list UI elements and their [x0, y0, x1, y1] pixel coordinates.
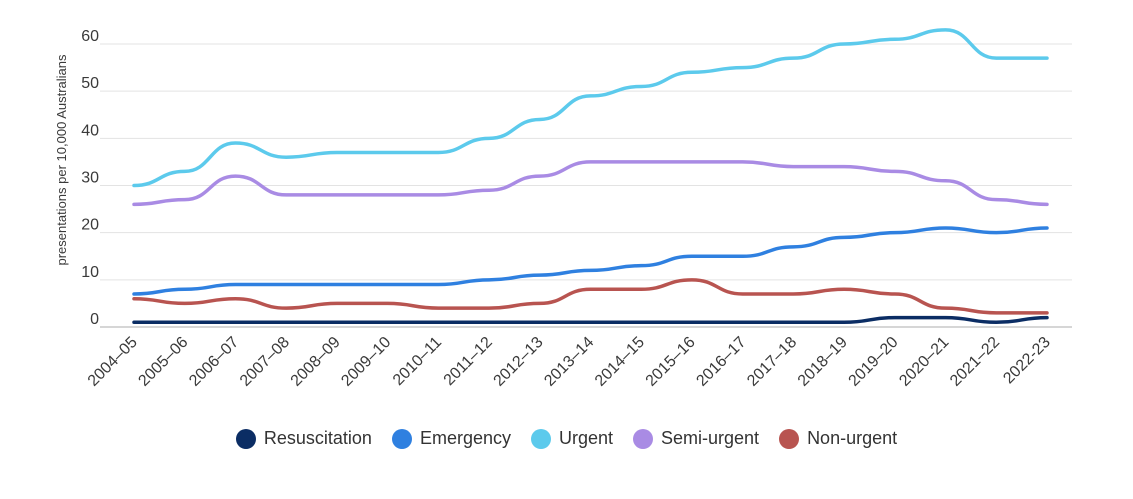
x-tick-label: 2005–06 [135, 334, 191, 390]
x-tick-label: 2011–12 [441, 334, 496, 389]
x-tick-label: 2008–09 [288, 334, 344, 390]
y-tick-label: 40 [81, 122, 99, 139]
legend-swatch [530, 428, 551, 449]
y-tick-label: 0 [90, 311, 99, 328]
x-tick-label: 2014–15 [592, 334, 648, 390]
x-tick-label: 2015–16 [643, 334, 699, 390]
x-tick-label: 2021–22 [947, 334, 1003, 390]
x-tick-label: 2012–13 [491, 334, 547, 390]
x-tick-label: 2007–08 [237, 334, 293, 390]
legend-swatch [633, 428, 654, 449]
x-tick-label: 2010–11 [390, 334, 445, 389]
x-tick-label: 2016–17 [693, 334, 749, 390]
x-tick-label: 2020–21 [896, 334, 952, 390]
legend-item-emergency: Emergency [391, 428, 511, 449]
y-axis-label: presentations per 10,000 Australians [54, 54, 69, 266]
series-line-non-urgent [132, 278, 1049, 315]
x-tick-label: 2019–20 [846, 334, 902, 390]
legend-item-non-urgent: Non-urgent [779, 428, 897, 449]
legend-label: Resuscitation [263, 428, 372, 448]
series-line-emergency [132, 226, 1049, 296]
x-tick-label: 2006–07 [186, 334, 242, 390]
x-tick-label: 2018–19 [795, 334, 851, 390]
legend-item-semi-urgent: Semi-urgent [633, 428, 759, 449]
legend-label: Urgent [558, 428, 614, 448]
legend-item-resuscitation: Resuscitation [235, 428, 372, 449]
legend-swatch [391, 428, 412, 449]
legend: Resuscitation Emergency Urgent Semi-urgent N… [0, 428, 1133, 449]
x-tick-label: 2004–05 [85, 334, 141, 390]
legend-label: Semi-urgent [661, 428, 760, 448]
legend-item-urgent: Urgent [530, 428, 614, 449]
legend-swatch [779, 428, 800, 449]
series-line-semi-urgent [132, 160, 1049, 207]
x-tick-label: 2017–18 [744, 334, 800, 390]
legend-label: Emergency [419, 428, 511, 448]
y-tick-label: 30 [81, 170, 99, 187]
series-line-resuscitation [132, 315, 1049, 325]
x-tick-label: 2013–14 [541, 334, 597, 390]
series-lines [132, 28, 1049, 325]
x-tick-label: 2022-23 [1000, 334, 1054, 388]
x-tick-label: 2009–10 [338, 334, 394, 390]
line-chart: 0 10 20 30 40 50 60 2004–052005–062006–072007–… [54, 28, 1072, 390]
y-tick-label: 10 [81, 264, 99, 281]
y-tick-label: 20 [81, 217, 99, 234]
legend-label: Non-urgent [807, 428, 898, 448]
legend-swatch [235, 428, 256, 449]
y-tick-label: 50 [81, 75, 99, 92]
series-line-urgent [132, 28, 1049, 188]
y-tick-label: 60 [81, 28, 99, 45]
y-tick-labels: 0 10 20 30 40 50 60 [81, 28, 99, 328]
x-tick-labels: 2004–052005–062006–072007–082008–092009–… [85, 334, 1054, 390]
